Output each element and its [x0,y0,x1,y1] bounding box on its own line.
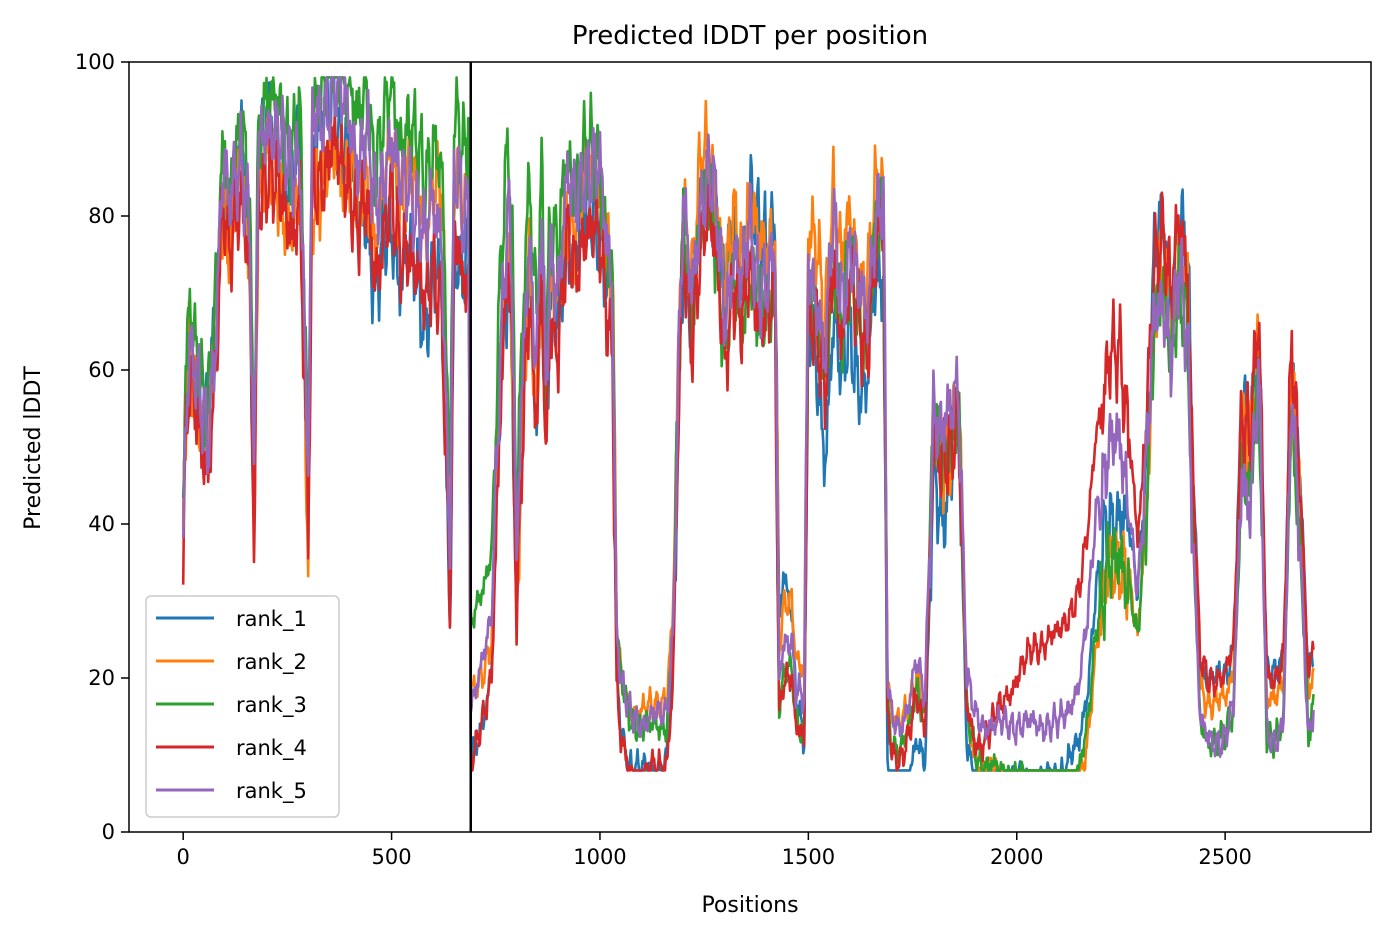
plot-frame [128,61,1372,833]
series-line-rank_4 [181,111,1315,772]
x-tick-label: 0 [176,845,189,869]
legend-box [145,595,340,818]
series-lines [181,76,1315,772]
legend-label-rank_3: rank_3 [236,693,307,718]
y-tick-label: 40 [88,512,115,536]
x-tick-label: 2000 [990,845,1043,869]
y-tick-label: 20 [88,666,115,690]
legend-label-rank_4: rank_4 [236,736,307,761]
x-tick-label: 2500 [1198,845,1251,869]
legend-label-rank_1: rank_1 [236,607,307,632]
y-tick-label: 100 [75,50,115,74]
plot-area: 0 500 1000 1500 2000 2500020406080100rank_1ra… [75,50,1372,869]
legend: rank_1 rank_2 rank_3 rank_4 rank_5 [145,595,340,818]
legend-label-rank_5: rank_5 [236,779,307,804]
y-tick-label: 60 [88,358,115,382]
y-tick-label: 80 [88,204,115,228]
x-tick-label: 1000 [573,845,626,869]
chart-title: Predicted lDDT per position [572,21,928,51]
y-axis-label: Predicted lDDT [21,366,46,530]
legend-label-rank_2: rank_2 [236,650,307,675]
x-axis-label: Positions [701,893,798,918]
series-line-rank_5 [181,76,1315,758]
x-tick-label: 500 [372,845,412,869]
x-tick-label: 1500 [782,845,835,869]
series-line-rank_1 [181,76,1315,772]
y-tick-label: 0 [102,820,115,844]
